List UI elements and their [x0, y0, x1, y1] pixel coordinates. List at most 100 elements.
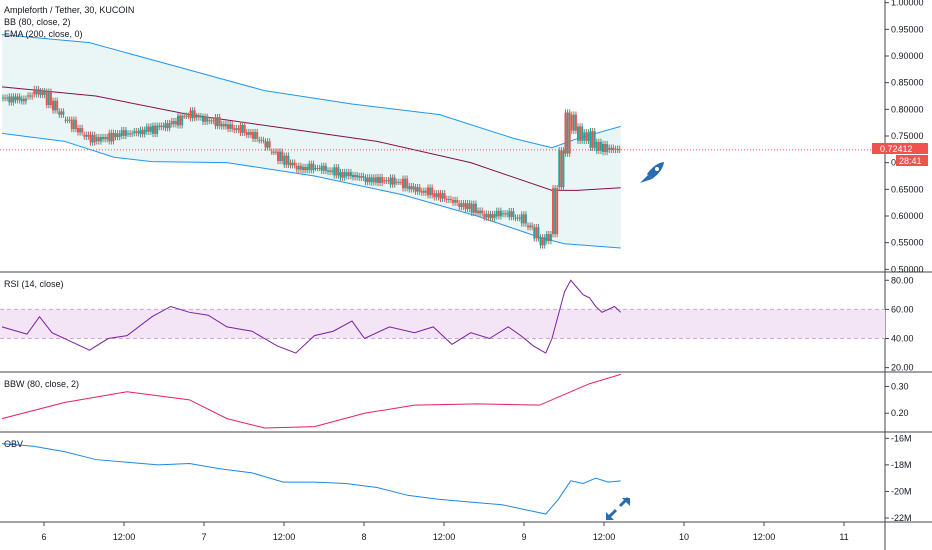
candle-body [112, 132, 115, 142]
candle-body [37, 89, 40, 95]
candle-body [443, 193, 446, 199]
y-tick-label: -22M [891, 513, 912, 523]
y-tick-label: 0.85000 [891, 78, 924, 88]
obv-line [1, 443, 621, 515]
candle-body [218, 117, 221, 127]
candle-body [224, 123, 227, 127]
candle-body [227, 124, 229, 129]
candle-body [74, 119, 77, 130]
candle-body [433, 193, 436, 198]
x-tick-label: 12:00 [113, 532, 136, 542]
candle-body [127, 133, 129, 135]
countdown-badge: 28:41 [896, 155, 928, 166]
candle-body [108, 132, 111, 142]
candle-body [52, 100, 54, 111]
candle-body [6, 97, 9, 99]
candle-body [429, 187, 432, 196]
candle-body [510, 211, 513, 218]
candle-body [241, 124, 244, 133]
candle-body [302, 166, 304, 171]
candle-body [256, 132, 259, 139]
candle-body [14, 96, 17, 101]
candle-body [591, 131, 594, 148]
candle-body [147, 126, 150, 132]
candle-body [62, 111, 65, 115]
candle-body [349, 172, 352, 177]
candle-body [379, 177, 382, 183]
candle-body [570, 114, 573, 131]
candle-body [72, 119, 75, 130]
candle-body [487, 213, 490, 218]
candle-body [318, 168, 321, 169]
rsi-band [0, 309, 885, 339]
candle-body [362, 176, 365, 178]
y-tick-label: 0.80000 [891, 104, 924, 114]
candle-body [427, 187, 429, 196]
candle-body [462, 203, 465, 207]
y-tick-label: -20M [891, 486, 912, 496]
candle-body [270, 151, 273, 153]
candle-body [535, 227, 538, 239]
candle-body [293, 162, 296, 166]
candle-body [579, 126, 582, 141]
candle-body [329, 170, 332, 172]
candle-body [254, 132, 257, 139]
candle-body [410, 186, 413, 190]
candle-body [137, 131, 140, 134]
candle-body [560, 150, 563, 188]
candle-body [352, 174, 354, 178]
candle-body [435, 193, 438, 198]
candle-body [8, 96, 11, 103]
candle-body [212, 120, 215, 122]
candle-body [93, 134, 96, 143]
y-tick-label: 0.55000 [891, 238, 924, 248]
candle-body [295, 165, 298, 170]
candle-body [589, 131, 592, 148]
candle-body [464, 203, 467, 210]
candle-body [406, 178, 409, 189]
candle-body [333, 167, 336, 176]
candle-body [402, 178, 404, 189]
candle-body [220, 123, 223, 127]
obv-title: OBV [4, 439, 23, 449]
resize-arrows-icon[interactable] [606, 496, 630, 520]
candle-body [170, 121, 173, 125]
candle-body [439, 193, 442, 199]
candle-body [243, 124, 246, 133]
bbw-title: BBW (80, close, 2) [4, 379, 79, 389]
y-tick-label: 0.30 [891, 381, 909, 391]
y-tick-label: 40.00 [891, 334, 914, 344]
candle-body [541, 237, 544, 246]
candle-body [441, 193, 444, 199]
candle-body [587, 132, 590, 141]
candle-body [545, 234, 548, 242]
candle-body [335, 167, 338, 176]
bbw-line [1, 373, 621, 429]
rocket-icon[interactable] [640, 162, 664, 183]
candle-body [56, 100, 59, 111]
y-tick-label: 0.90000 [891, 51, 924, 61]
candle-body [504, 213, 507, 215]
candle-body [566, 112, 569, 154]
candle-body [79, 128, 82, 133]
candle-body [339, 172, 342, 178]
candle-body [39, 91, 42, 95]
candle-body [485, 213, 488, 218]
candle-body [87, 134, 90, 137]
candle-body [245, 132, 248, 135]
candle-body [322, 165, 325, 171]
candle-body [20, 98, 23, 102]
candle-body [210, 120, 213, 122]
candle-body [502, 213, 504, 215]
candle-body [4, 97, 7, 99]
candle-body [472, 203, 475, 213]
x-tick-label: 12:00 [433, 532, 456, 542]
candle-body [466, 203, 469, 210]
candle-body [45, 91, 48, 106]
candle-body [562, 150, 565, 188]
candle-body [312, 163, 315, 171]
candle-body [49, 91, 52, 106]
x-tick-label: 6 [41, 532, 46, 542]
y-tick-label: 0.60000 [891, 211, 924, 221]
